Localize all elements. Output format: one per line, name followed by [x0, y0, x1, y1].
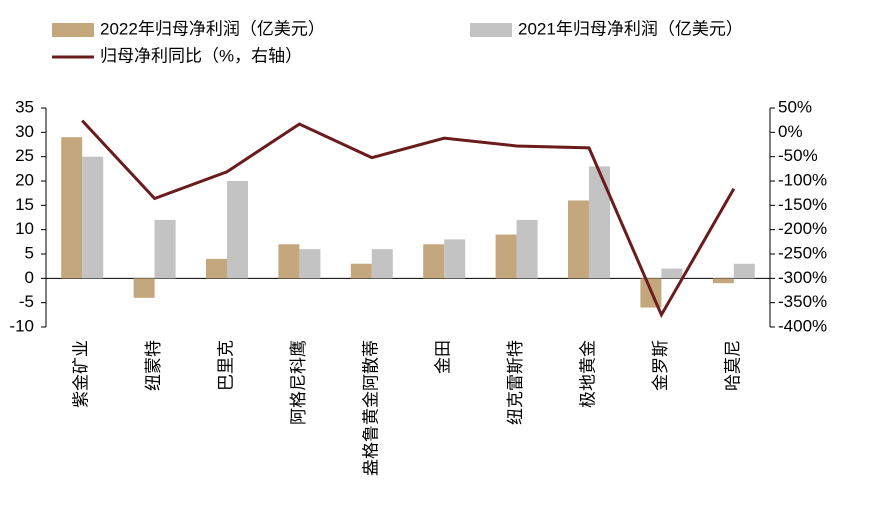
y-tick-label: 10	[15, 219, 34, 238]
x-tick-label: 金罗斯	[651, 340, 670, 391]
x-tick-label: 阿格尼科鹰	[289, 340, 308, 425]
bar	[154, 219, 176, 279]
bar	[495, 234, 517, 279]
y2-tick-label: -400%	[778, 316, 827, 335]
y-tick-label: 15	[15, 195, 34, 214]
y-tick-label: 20	[15, 170, 34, 189]
bar	[206, 258, 227, 279]
y2-tick-label: -250%	[778, 243, 827, 262]
x-tick-label: 金田	[434, 340, 453, 374]
y-tick-label: 5	[25, 243, 34, 262]
bar	[299, 249, 321, 279]
y2-tick-label: -100%	[778, 170, 827, 189]
x-tick-label: 纽克雷斯特	[506, 340, 525, 425]
y-tick-label: -10	[9, 316, 34, 335]
y2-tick-label: 0%	[778, 122, 803, 141]
y2-tick-label: -150%	[778, 195, 827, 214]
x-tick-label: 巴里克	[216, 340, 235, 391]
legend-label: 归母净利同比（%，右轴）	[100, 46, 302, 65]
y-tick-label: 35	[15, 97, 34, 116]
bar	[61, 137, 83, 279]
bar	[589, 166, 610, 279]
legend-label: 2022年归母净利润（亿美元）	[100, 19, 325, 38]
y2-tick-label: -50%	[778, 146, 818, 165]
bar	[227, 181, 248, 279]
y-tick-label: 30	[15, 122, 34, 141]
x-tick-label: 哈莫尼	[723, 340, 742, 391]
x-tick-label: 紫金矿业	[72, 340, 91, 408]
legend-swatch	[470, 23, 512, 37]
y2-tick-label: -350%	[778, 292, 827, 311]
bar	[278, 244, 300, 279]
bar	[82, 156, 104, 279]
y2-tick-label: -200%	[778, 219, 827, 238]
bar	[423, 244, 445, 279]
bar	[133, 278, 155, 298]
bar	[661, 268, 683, 279]
x-tick-label: 盎格鲁黄金阿散蒂	[361, 340, 380, 476]
bar	[350, 263, 372, 279]
y2-tick-label: -300%	[778, 268, 827, 287]
y-tick-label: -5	[19, 292, 34, 311]
y-tick-label: 25	[15, 146, 34, 165]
legend-label: 2021年归母净利润（亿美元）	[518, 19, 743, 38]
line	[81, 119, 736, 319]
y-tick-label: 0	[25, 268, 34, 287]
bar	[371, 249, 393, 279]
bar	[516, 219, 538, 279]
bar	[568, 200, 589, 279]
y2-tick-label: 50%	[778, 97, 812, 116]
bar	[444, 239, 466, 279]
bar	[712, 278, 734, 284]
x-tick-label: 纽蒙特	[144, 340, 163, 391]
bar	[733, 263, 755, 279]
x-tick-label: 极地黄金	[578, 340, 597, 408]
legend-swatch	[52, 23, 94, 37]
